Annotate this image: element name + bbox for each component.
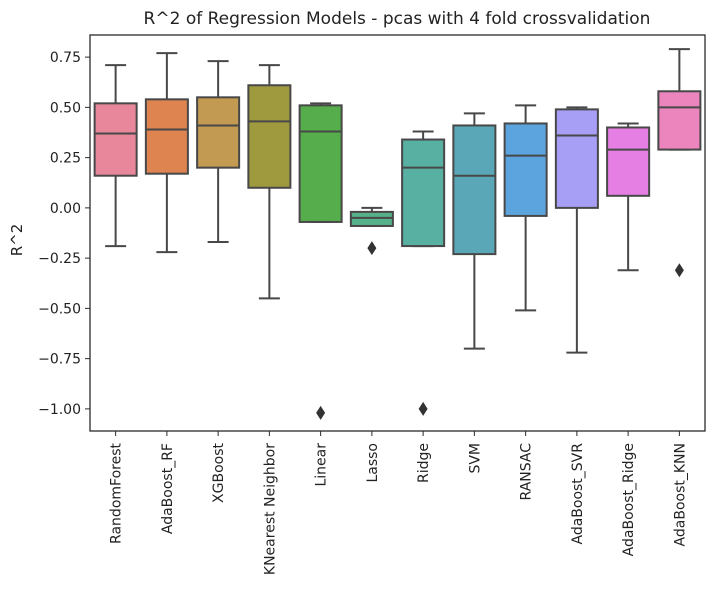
outlier-point [316, 405, 326, 420]
box-adaboost-knn [657, 48, 702, 278]
x-tick-label: AdaBoost_Ridge [621, 443, 637, 556]
box-adaboost-svr [554, 106, 599, 354]
box-ransac [503, 104, 548, 312]
x-tick-label: KNearest Neighbor [262, 443, 278, 575]
y-tick-label: 0.50 [50, 100, 81, 116]
x-tick-label: XGBoost [211, 443, 227, 503]
y-axis-label: R^2 [8, 224, 26, 257]
box-xgboost [196, 60, 241, 244]
box-iqr [349, 210, 394, 227]
y-tick-label: 0.75 [50, 50, 81, 66]
y-tick-label: −0.50 [38, 301, 81, 317]
box-adaboost-rf [144, 52, 189, 254]
box-iqr [401, 138, 446, 248]
x-tick-label: AdaBoost_SVR [570, 443, 586, 545]
box-iqr [144, 98, 189, 175]
y-tick-label: −1.00 [38, 402, 81, 418]
box-iqr [196, 96, 241, 169]
box-knearest-neighbor [247, 64, 292, 300]
x-tick-label: Lasso [365, 443, 381, 483]
box-iqr [554, 108, 599, 209]
outlier-point [418, 401, 428, 416]
box-ridge [401, 130, 446, 416]
box-lasso [349, 206, 394, 256]
x-tick-label: AdaBoost_RF [160, 443, 176, 534]
box-iqr [657, 90, 702, 151]
y-tick-label: −0.75 [38, 352, 81, 368]
outlier-point [367, 241, 377, 256]
x-tick-label: Linear [314, 443, 330, 487]
y-ticks: 0.75 0.50 0.25 0.00 −0.25 −0.50 −0.75 −1.00 [38, 50, 90, 418]
y-tick-label: 0.00 [50, 201, 81, 217]
box-iqr [93, 102, 138, 177]
x-tick-label: RandomForest [109, 443, 125, 544]
x-tick-label: RANSAC [519, 443, 535, 501]
plot-frame [89, 34, 706, 432]
outlier-point [674, 263, 684, 278]
box-linear [298, 102, 343, 420]
box-adaboost-ridge [606, 122, 651, 272]
x-tick-label: Ridge [416, 443, 432, 483]
x-tick-label: AdaBoost_KNN [672, 443, 688, 546]
y-tick-label: 0.25 [50, 151, 81, 167]
y-tick-label: −0.25 [38, 251, 81, 267]
box-iqr [247, 84, 292, 189]
box-iqr [298, 104, 343, 223]
box-iqr [503, 122, 548, 217]
box-randomforest [93, 64, 138, 248]
box-svm [452, 112, 497, 350]
x-tick-labels: RandomForest AdaBoost_RF XGBoost KNearest N… [109, 431, 688, 575]
box-iqr [606, 126, 651, 197]
x-tick-label: SVM [467, 443, 483, 474]
chart-title: R^2 of Regression Models - pcas with 4 f… [144, 9, 651, 29]
box-iqr [452, 124, 497, 256]
boxes-layer [93, 48, 702, 420]
